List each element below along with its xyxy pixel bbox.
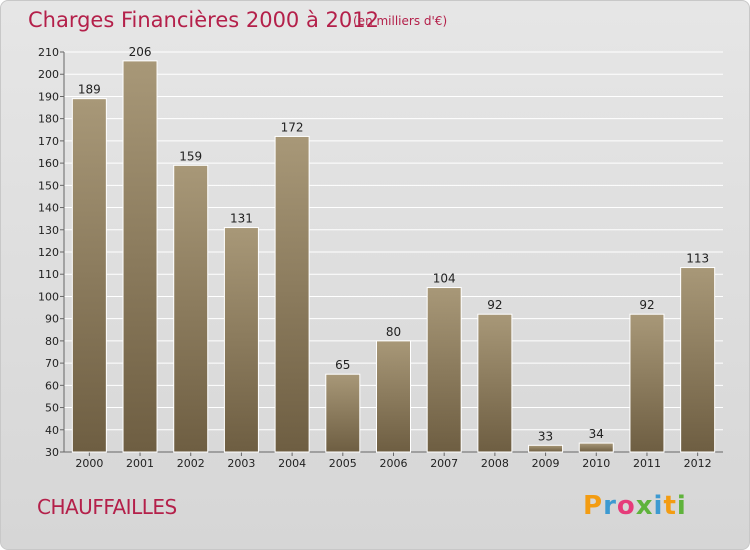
y-tick-label: 190 [38, 90, 59, 103]
bar-value-label: 113 [686, 252, 709, 266]
x-tick-label: 2008 [481, 457, 509, 470]
x-tick-label: 2001 [126, 457, 154, 470]
y-tick-label: 140 [38, 202, 59, 215]
y-tick-label: 40 [45, 424, 59, 437]
bar-value-label: 189 [78, 83, 101, 97]
x-tick-label: 2003 [227, 457, 255, 470]
logo-letter: i [653, 491, 664, 521]
x-tick-label: 2012 [684, 457, 712, 470]
logo-letter: i [676, 491, 687, 521]
bar [274, 135, 310, 453]
chart-title: Charges Financières 2000 à 2012 [28, 8, 379, 32]
x-tick-label: 2010 [582, 457, 610, 470]
chart-unit-note: (en milliers d'€) [353, 14, 448, 28]
bar [578, 442, 614, 453]
logo-letter: P [583, 491, 604, 521]
bar [426, 287, 462, 453]
bar-value-label: 92 [487, 298, 502, 312]
bar [122, 60, 158, 453]
bar [477, 313, 513, 453]
bar-value-label: 104 [433, 272, 456, 286]
y-tick-label: 210 [38, 46, 59, 59]
x-tick-label: 2007 [430, 457, 458, 470]
x-tick-label: 2000 [75, 457, 103, 470]
bar [223, 227, 259, 453]
y-tick-label: 150 [38, 179, 59, 192]
y-tick-label: 120 [38, 246, 59, 259]
bar [528, 444, 564, 453]
bar-value-label: 131 [230, 212, 253, 226]
x-tick-label: 2006 [380, 457, 408, 470]
x-tick-label: 2011 [633, 457, 661, 470]
y-tick-label: 60 [45, 379, 59, 392]
y-tick-label: 160 [38, 157, 59, 170]
y-tick-label: 90 [45, 313, 59, 326]
x-tick-label: 2005 [329, 457, 357, 470]
bar [376, 340, 411, 453]
bar-value-label: 172 [281, 120, 304, 134]
bar-value-label: 80 [386, 325, 401, 339]
y-tick-label: 100 [38, 290, 59, 303]
x-tick-label: 2004 [278, 457, 306, 470]
bar-value-label: 65 [335, 358, 350, 372]
logo-letter: o [616, 491, 636, 521]
y-tick-label: 70 [45, 357, 59, 370]
y-tick-label: 80 [45, 335, 59, 348]
bar [71, 98, 107, 453]
labels-layer: 189 206 159 131 172 65 80 104 92 33 34 92 113 [78, 45, 709, 443]
logo-letter: x [635, 491, 654, 521]
proxiti-logo: Proxiti [583, 491, 687, 521]
bar-value-label: 159 [179, 149, 202, 163]
y-tick-label: 170 [38, 135, 59, 148]
commune-name: CHAUFFAILLES [37, 495, 177, 519]
bars-layer [71, 60, 716, 453]
y-tick-label: 200 [38, 68, 59, 81]
x-tick-label: 2002 [177, 457, 205, 470]
y-tick-label: 130 [38, 224, 59, 237]
bar [325, 373, 361, 453]
bar-value-label: 206 [129, 45, 152, 59]
axis-layer: 30 40 50 60 70 80 90 100 110 120 130 140 150 160 170 18… [38, 46, 723, 470]
x-tick-label: 2009 [532, 457, 560, 470]
y-tick-label: 30 [45, 446, 59, 459]
bar-value-label: 33 [538, 429, 553, 443]
logo-letter: r [603, 491, 617, 521]
bar [173, 164, 209, 453]
y-tick-label: 110 [38, 268, 59, 281]
y-tick-label: 50 [45, 402, 59, 415]
bar [629, 313, 665, 453]
logo-letter: t [663, 491, 677, 521]
bar-value-label: 92 [639, 298, 654, 312]
bar [680, 267, 716, 453]
y-tick-label: 180 [38, 113, 59, 126]
bar-value-label: 34 [589, 427, 604, 441]
